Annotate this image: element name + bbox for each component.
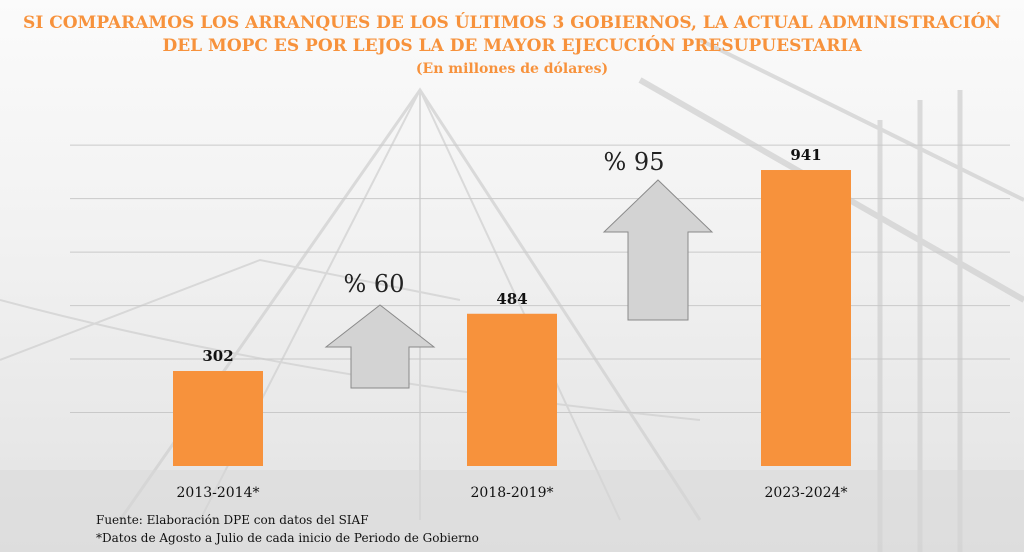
growth-label: % 60 [344,270,405,298]
category-labels: 2013-2014* 2018-2019* 2023-2024* [177,485,848,501]
data-labels: 302 484 941 [202,146,821,365]
bar-2023-2024 [761,170,851,466]
category-label: 2018-2019* [471,485,554,501]
chart-title-line-1: SI COMPARAMOS LOS ARRANQUES DE LOS ÚLTIM… [23,12,1001,33]
bar-2013-2014 [173,371,263,466]
footnote-source: Fuente: Elaboración DPE con datos del SI… [96,513,369,527]
chart-title-line-2: DEL MOPC ES POR LEJOS LA DE MAYOR EJECUC… [162,35,862,56]
bar-2018-2019 [467,313,557,466]
growth-arrow [324,304,436,389]
background-image [0,38,1024,552]
growth-arrows: % 60 % 95 [324,148,714,389]
category-label: 2013-2014* [177,485,260,501]
bars [173,170,851,466]
growth-label: % 95 [604,148,665,176]
growth-arrow [602,179,714,321]
data-label: 941 [790,146,821,164]
chart-subtitle: (En millones de dólares) [416,61,608,77]
background-road [0,470,1024,552]
footnote-period: *Datos de Agosto a Julio de cada inicio … [96,531,479,545]
data-label: 484 [496,290,527,308]
data-label: 302 [202,347,233,365]
category-label: 2023-2024* [765,485,848,501]
